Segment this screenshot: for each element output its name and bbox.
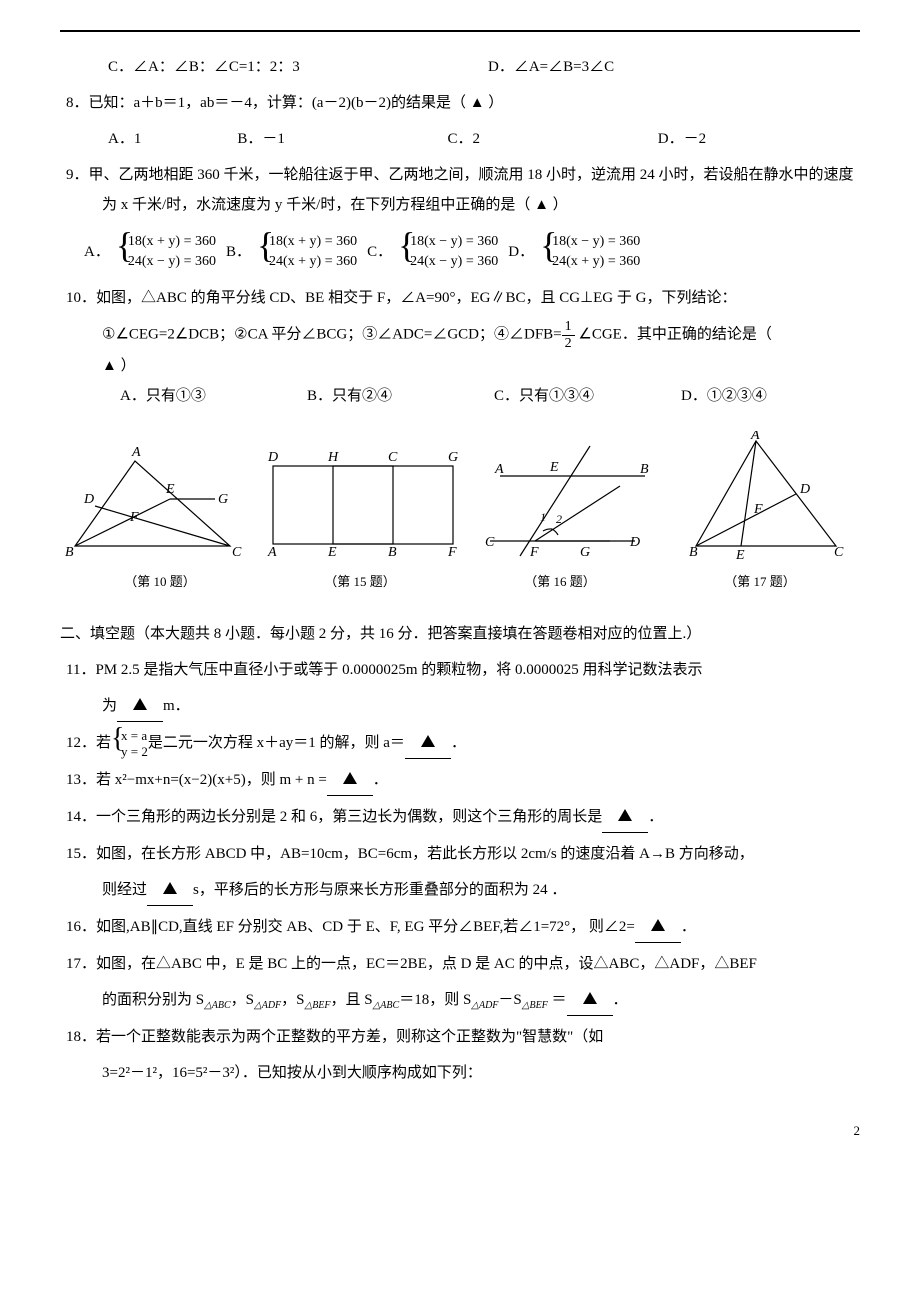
figure-17-svg: A B C D E F <box>686 431 846 561</box>
figure-15-svg: A B C D E F G H <box>258 441 468 561</box>
q16-stem: 16．如图,AB∥CD,直线 EF 分别交 AB、CD 于 E、F, EG 平分… <box>60 912 860 943</box>
q9-stem: 9．甲、乙两地相距 360 千米，一轮船往返于甲、乙两地之间，顺流用 18 小时… <box>84 160 860 220</box>
q7-options: C．∠A：∠B：∠C=1：2：3 D．∠A=∠B=3∠C <box>60 52 860 82</box>
svg-text:B: B <box>689 545 698 560</box>
q10-stem3: ▲ ） <box>60 351 860 381</box>
q17-stem2: 的面积分别为 S△ABC，S△ADF，S△BEF，且 S△ABC＝18，则 S△… <box>60 985 860 1016</box>
figure-16-svg: A B C D E F G 1 2 <box>480 441 660 561</box>
q9-opt-a: A． 18(x + y) = 360 24(x − y) = 360 <box>84 232 216 271</box>
svg-text:E: E <box>735 548 745 561</box>
q14-stem: 14．一个三角形的两边长分别是 2 和 6，第三边长为偶数，则这个三角形的周长是… <box>60 802 860 833</box>
q8-opt-a: A．1 <box>108 124 229 154</box>
page-number: 2 <box>60 1118 860 1144</box>
q17-stem1: 17．如图，在△ABC 中，E 是 BC 上的一点，EC＝2BE，点 D 是 A… <box>84 949 860 979</box>
q15-stem1: 15．如图，在长方形 ABCD 中，AB=10cm，BC=6cm，若此长方形以 … <box>84 839 860 869</box>
q18-stem2: 3=2²－1²，16=5²－3²）．已知按从小到大顺序构成如下列： <box>60 1058 860 1088</box>
q8-stem: 8．已知：a＋b＝1，ab＝－4，计算：(a－2)(b－2)的结果是（ ▲ ） <box>84 88 860 118</box>
svg-text:C: C <box>388 450 398 465</box>
blank-triangle <box>567 985 613 1016</box>
q11-stem2: 为m． <box>60 691 860 722</box>
svg-text:D: D <box>629 535 640 550</box>
blank-triangle <box>147 875 193 906</box>
svg-text:A: A <box>131 445 141 460</box>
blank-triangle <box>327 765 373 796</box>
svg-text:G: G <box>218 492 228 507</box>
q7-opt-c: C．∠A：∠B：∠C=1：2：3 <box>108 52 480 82</box>
top-rule <box>60 30 860 32</box>
caption-16: （第 16 题） <box>460 569 660 595</box>
svg-text:C: C <box>232 545 242 560</box>
svg-text:1: 1 <box>540 510 546 524</box>
svg-text:E: E <box>327 545 337 560</box>
q12-stem: 12．若x = ay = 2是二元一次方程 x＋ay＝1 的解，则 a＝． <box>60 728 860 759</box>
figure-15: A B C D E F G H <box>258 441 468 561</box>
svg-text:A: A <box>750 431 760 443</box>
figure-10: A B C D E F G <box>60 441 250 561</box>
svg-text:E: E <box>165 482 175 497</box>
svg-text:F: F <box>753 502 763 517</box>
svg-text:G: G <box>580 545 590 560</box>
figure-10-svg: A B C D E F G <box>60 441 250 561</box>
svg-text:F: F <box>129 510 139 525</box>
svg-text:H: H <box>327 450 339 465</box>
q8-opt-b: B．－1 <box>237 124 439 154</box>
blank-triangle <box>117 691 163 722</box>
q15-stem2: 则经过s，平移后的长方形与原来长方形重叠部分的面积为 24 ． <box>60 875 860 906</box>
q8-options: A．1 B．－1 C．2 D．－2 <box>60 124 860 154</box>
q10-opt-c: C．只有①③④ <box>494 381 673 411</box>
q7-opt-d: D．∠A=∠B=3∠C <box>488 52 860 82</box>
figure-17: A B C D E F <box>672 431 860 561</box>
figures-row: A B C D E F G A B C D E F G H <box>60 431 860 561</box>
svg-text:2: 2 <box>556 512 562 526</box>
svg-text:B: B <box>388 545 397 560</box>
svg-text:A: A <box>267 545 277 560</box>
blank-triangle <box>405 728 451 759</box>
blank-triangle <box>602 802 648 833</box>
figure-16: A B C D E F G 1 2 <box>476 441 664 561</box>
q9-opt-c: C． 18(x − y) = 360 24(x − y) = 360 <box>367 232 498 271</box>
q8-opt-d: D．－2 <box>658 124 860 154</box>
svg-text:B: B <box>65 545 74 560</box>
svg-text:F: F <box>529 545 539 560</box>
svg-text:B: B <box>640 462 649 477</box>
svg-text:G: G <box>448 450 458 465</box>
svg-text:C: C <box>834 545 844 560</box>
caption-15: （第 15 题） <box>260 569 460 595</box>
svg-text:C: C <box>485 535 495 550</box>
q9-opt-b: B． 18(x + y) = 360 24(x + y) = 360 <box>226 232 357 271</box>
q9-opt-d: D． 18(x − y) = 360 24(x + y) = 360 <box>508 232 640 271</box>
q10-stem2: ①∠CEG=2∠DCB；②CA 平分∠BCG；③∠ADC=∠GCD；④∠DFB=… <box>60 319 860 351</box>
caption-17: （第 17 题） <box>660 569 860 595</box>
blank-triangle <box>635 912 681 943</box>
svg-text:D: D <box>799 482 810 497</box>
figure-captions: （第 10 题） （第 15 题） （第 16 题） （第 17 题） <box>60 569 860 595</box>
q10-options: A．只有①③ B．只有②④ C．只有①③④ D．①②③④ <box>60 381 860 411</box>
q11-stem: 11．PM 2.5 是指大气压中直径小于或等于 0.0000025m 的颗粒物，… <box>84 655 860 685</box>
q10-opt-d: D．①②③④ <box>681 381 860 411</box>
svg-text:E: E <box>549 460 559 475</box>
svg-text:A: A <box>494 462 504 477</box>
svg-text:F: F <box>447 545 457 560</box>
svg-text:D: D <box>267 450 278 465</box>
svg-text:D: D <box>83 492 94 507</box>
q10-opt-b: B．只有②④ <box>307 381 486 411</box>
q18-stem1: 18．若一个正整数能表示为两个正整数的平方差，则称这个正整数为"智慧数"（如 <box>84 1022 860 1052</box>
caption-10: （第 10 题） <box>60 569 260 595</box>
q9-options: A． 18(x + y) = 360 24(x − y) = 360 B． 18… <box>60 232 860 271</box>
section-2-title: 二、填空题（本大题共 8 小题．每小题 2 分，共 16 分．把答案直接填在答题… <box>60 619 860 649</box>
q10-opt-a: A．只有①③ <box>120 381 299 411</box>
q8-opt-c: C．2 <box>448 124 650 154</box>
q10-stem1: 10．如图，△ABC 的角平分线 CD、BE 相交于 F，∠A=90°，EG∥B… <box>84 283 860 313</box>
q13-stem: 13．若 x²−mx+n=(x−2)(x+5)，则 m + n =． <box>60 765 860 796</box>
